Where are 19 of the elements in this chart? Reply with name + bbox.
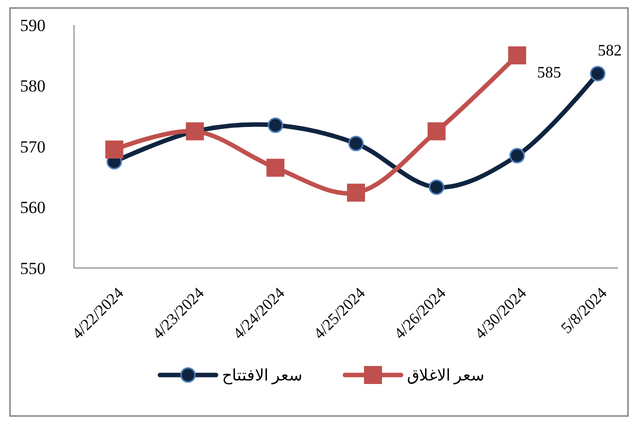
data-label: 582 [598,42,622,60]
data-label: 585 [537,64,562,82]
y-tick-label: 590 [20,16,46,35]
y-tick-label: 560 [20,198,46,218]
y-tick-label: 550 [20,258,46,278]
point [590,66,606,82]
point [348,136,364,152]
point [105,140,124,159]
point [428,122,446,140]
point [347,184,365,202]
point [508,46,526,64]
legend-label: سعر الافتتاح [222,368,302,385]
point [428,179,444,195]
y-tick-label: 570 [20,137,46,156]
point [268,117,284,133]
point [266,158,284,177]
point [509,148,525,164]
legend-label: سعر الاغلاق [407,368,484,385]
y-tick-label: 580 [20,76,46,96]
